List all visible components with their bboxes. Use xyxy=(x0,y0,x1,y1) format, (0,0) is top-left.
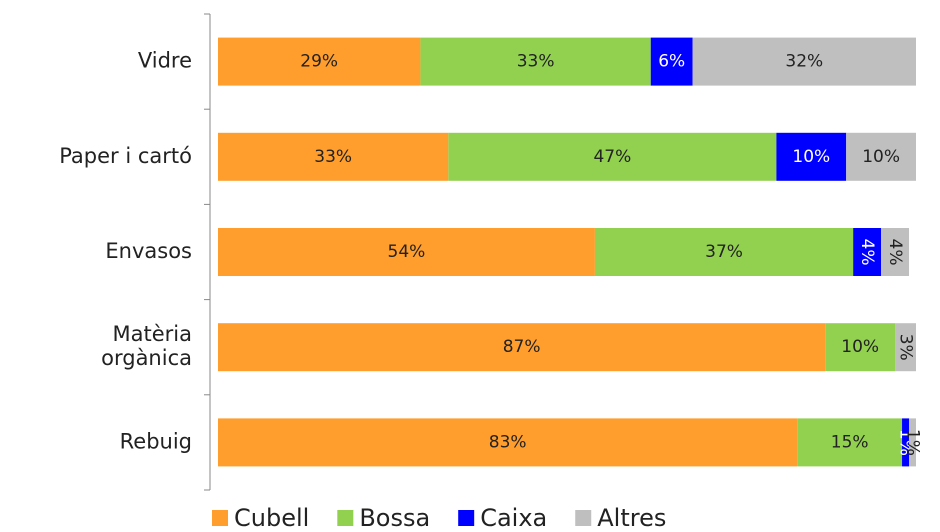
bar-segment xyxy=(218,132,449,181)
bar-segment xyxy=(846,132,916,181)
bar-segment xyxy=(420,37,651,86)
bar-segment xyxy=(218,418,798,467)
value-label: 37% xyxy=(705,242,743,262)
bar-segment xyxy=(909,418,916,467)
value-label: 1% xyxy=(903,429,923,456)
category-label: Rebuig xyxy=(120,429,192,453)
value-label: 33% xyxy=(314,147,352,167)
legend-label: Cubell xyxy=(234,504,309,532)
value-label: 10% xyxy=(862,147,900,167)
bar-segment xyxy=(218,323,826,372)
bar-segment xyxy=(692,37,916,86)
bar-segment xyxy=(825,323,896,372)
value-label: 33% xyxy=(517,52,555,72)
legend-swatch xyxy=(212,510,228,526)
bar-segment xyxy=(594,228,854,276)
category-label: Vidre xyxy=(138,49,192,73)
value-label: 87% xyxy=(503,337,541,357)
legend-label: Bossa xyxy=(359,504,430,532)
bar-segment xyxy=(218,228,595,276)
value-label: 32% xyxy=(785,52,823,72)
value-label: 4% xyxy=(885,239,905,266)
bar-segment xyxy=(881,228,910,276)
value-label: 4% xyxy=(857,239,877,266)
bar-segment xyxy=(902,418,910,467)
bar-segment xyxy=(218,37,421,86)
bar-segment xyxy=(776,132,847,181)
category-label: Matèria orgànica xyxy=(101,322,192,370)
legend-label: Caixa xyxy=(480,504,547,532)
category-label: Paper i cartó xyxy=(59,144,192,168)
bar-segment xyxy=(853,228,882,276)
category-label: Envasos xyxy=(105,239,192,263)
value-label: 54% xyxy=(388,242,426,262)
value-label: 6% xyxy=(658,52,685,72)
value-label: 3% xyxy=(896,334,916,361)
value-label: 29% xyxy=(300,52,338,72)
value-label: 10% xyxy=(841,337,879,357)
legend-swatch xyxy=(337,510,354,526)
bar-segment xyxy=(797,418,903,467)
bar-segment xyxy=(650,37,693,86)
value-label: 47% xyxy=(593,147,631,167)
value-label: 83% xyxy=(489,432,527,452)
legend-swatch xyxy=(458,510,475,526)
legend-label: Altres xyxy=(597,504,666,532)
bar-segment xyxy=(895,323,916,372)
value-label: 15% xyxy=(831,432,869,452)
value-label: 10% xyxy=(792,147,830,167)
legend-swatch xyxy=(575,510,592,526)
bar-segment xyxy=(448,132,777,181)
